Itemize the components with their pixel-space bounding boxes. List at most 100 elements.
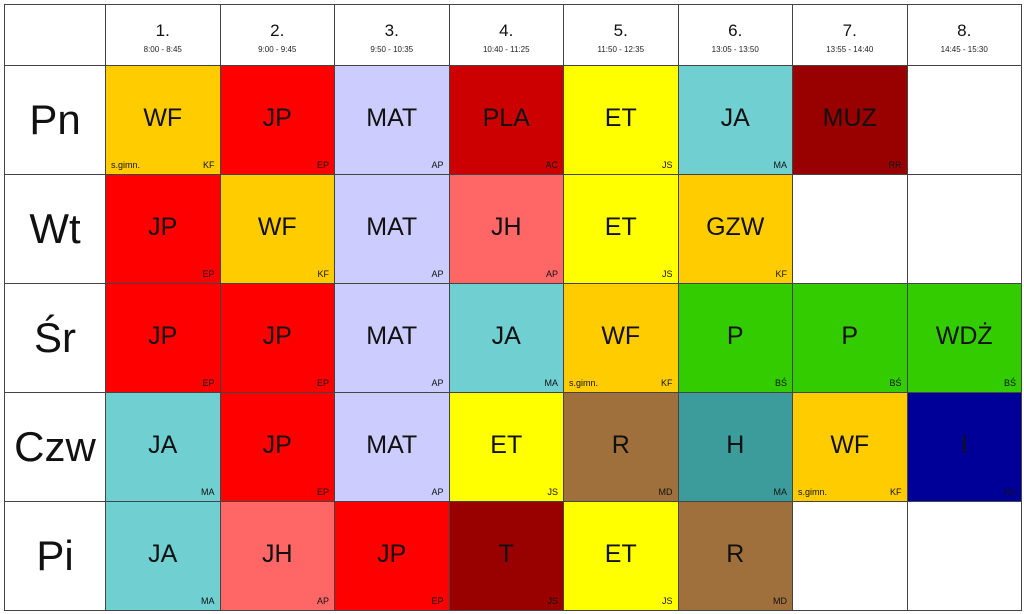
timetable-grid: 1. 8:00 - 8:45 2. 9:00 - 9:45 3. 9:50 - 10:… [4, 4, 1022, 611]
lesson-subject: ET [490, 431, 523, 459]
lesson-teacher: BŚ [1003, 378, 1016, 388]
empty-cell [793, 175, 908, 284]
lesson-teacher: EP [202, 378, 215, 388]
lesson-subject: JP [377, 540, 407, 568]
lesson-cell: ET JS [564, 175, 679, 284]
lesson-subject: WF [601, 322, 641, 350]
day-label: Pn [5, 66, 106, 175]
lesson-subject: JP [148, 322, 178, 350]
lesson-teacher: MD [658, 487, 673, 497]
lesson-subject: JA [148, 431, 178, 459]
period-header: 1. 8:00 - 8:45 [106, 5, 221, 66]
lesson-cell: JH AP [449, 175, 564, 284]
lesson-subject: JP [262, 104, 292, 132]
lesson-teacher: BŚ [889, 378, 902, 388]
empty-cell [793, 502, 908, 611]
lesson-cell: MUZ RR [793, 66, 908, 175]
lesson-subject: ET [604, 213, 637, 241]
lesson-subject: WF [143, 104, 183, 132]
lesson-subject: WF [257, 213, 297, 241]
lesson-teacher: KF [660, 378, 673, 388]
lesson-subject: JP [262, 431, 292, 459]
day-label: Czw [5, 393, 106, 502]
lesson-teacher: EP [316, 378, 329, 388]
lesson-teacher: MA [201, 596, 215, 606]
period-header: 3. 9:50 - 10:35 [335, 5, 450, 66]
lesson-subject: R [726, 540, 745, 568]
lesson-teacher: MD [773, 596, 787, 606]
lesson-teacher: JS [547, 487, 558, 497]
lesson-teacher: AP [431, 160, 444, 170]
period-time: 13:55 - 14:40 [826, 45, 874, 54]
lesson-cell: ET JS [449, 393, 564, 502]
day-label: Wt [5, 175, 106, 284]
lesson-room: s.gimn. [111, 160, 141, 170]
lesson-subject: H [726, 431, 745, 459]
lesson-teacher: KF [202, 160, 215, 170]
lesson-teacher: JS [661, 269, 673, 279]
lesson-subject: I [960, 431, 968, 459]
lesson-subject: MUZ [822, 104, 877, 132]
period-header: 7. 13:55 - 14:40 [793, 5, 908, 66]
lesson-cell: R MD [678, 502, 793, 611]
period-number: 4. [499, 21, 514, 40]
lesson-teacher: JS [661, 596, 673, 606]
period-header: 5. 11:50 - 12:35 [564, 5, 679, 66]
lesson-subject: P [726, 322, 744, 350]
lesson-subject: JA [491, 322, 521, 350]
period-number: 3. [384, 21, 399, 40]
lesson-cell: MAT AP [335, 175, 450, 284]
lesson-cell: JP EP [335, 502, 450, 611]
lesson-teacher: AP [316, 596, 329, 606]
lesson-cell: WF KF [220, 175, 335, 284]
empty-cell [907, 175, 1022, 284]
lesson-teacher: MA [773, 160, 788, 170]
day-label: Śr [5, 284, 106, 393]
lesson-cell: ET JS [564, 66, 679, 175]
lesson-cell: I KK [907, 393, 1022, 502]
period-time: 9:00 - 9:45 [258, 45, 297, 54]
lesson-subject: MAT [366, 104, 418, 132]
lesson-cell: MAT AP [335, 393, 450, 502]
lesson-teacher: AP [431, 378, 444, 388]
lesson-subject: MAT [366, 213, 418, 241]
lesson-subject: R [611, 431, 630, 459]
lesson-teacher: MA [773, 487, 788, 497]
lesson-subject: MAT [366, 322, 418, 350]
lesson-cell: P BŚ [678, 284, 793, 393]
lesson-teacher: RR [888, 160, 902, 170]
period-number: 8. [957, 21, 972, 40]
lesson-cell: WF s.gimn. KF [564, 284, 679, 393]
period-number: 7. [842, 21, 857, 40]
lesson-cell: WF s.gimn. KF [106, 66, 221, 175]
lesson-subject: JP [148, 213, 178, 241]
lesson-teacher: AC [545, 160, 558, 170]
period-header: 8. 14:45 - 15:30 [907, 5, 1022, 66]
lesson-subject: ET [604, 104, 637, 132]
lesson-subject: JH [261, 540, 293, 568]
lesson-cell: WF s.gimn. KF [793, 393, 908, 502]
lesson-teacher: KF [317, 269, 329, 279]
period-header: 6. 13:05 - 13:50 [678, 5, 793, 66]
period-time: 11:50 - 12:35 [597, 45, 645, 54]
lesson-cell: JP EP [106, 284, 221, 393]
lesson-subject: JA [148, 540, 178, 568]
empty-cell [907, 502, 1022, 611]
lesson-teacher: JS [661, 160, 673, 170]
lesson-subject: WDŻ [935, 322, 993, 350]
empty-cell [907, 66, 1022, 175]
lesson-teacher: AP [431, 269, 444, 279]
lesson-cell: WDŻ BŚ [907, 284, 1022, 393]
lesson-teacher: KF [775, 269, 787, 279]
lesson-cell: P BŚ [793, 284, 908, 393]
lesson-cell: H MA [678, 393, 793, 502]
lesson-teacher: JS [547, 596, 558, 606]
lesson-cell: JP EP [220, 393, 335, 502]
lesson-cell: JA MA [106, 502, 221, 611]
lesson-subject: GZW [706, 213, 765, 241]
period-time: 10:40 - 11:25 [482, 45, 530, 54]
lesson-cell: GZW KF [678, 175, 793, 284]
lesson-room: s.gimn. [569, 378, 599, 388]
lesson-cell: JP EP [220, 66, 335, 175]
lesson-cell: PLA AC [449, 66, 564, 175]
